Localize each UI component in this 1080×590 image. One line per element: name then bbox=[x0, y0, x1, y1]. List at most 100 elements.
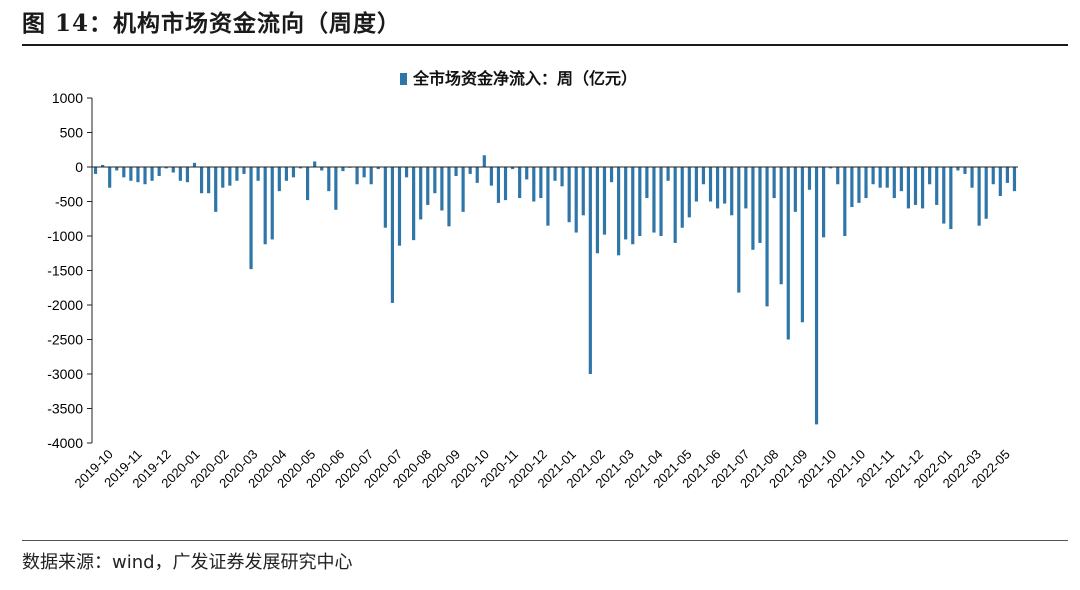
bar bbox=[885, 167, 889, 188]
bar bbox=[871, 167, 875, 185]
y-tick-label: 1000 bbox=[52, 90, 83, 106]
bar bbox=[496, 167, 501, 203]
bar bbox=[503, 167, 508, 201]
bar bbox=[235, 167, 239, 181]
bar bbox=[793, 167, 797, 212]
bar bbox=[539, 167, 543, 199]
bar bbox=[850, 167, 854, 208]
bar bbox=[602, 167, 607, 235]
bar bbox=[609, 167, 614, 183]
bar-chart: 全市场资金净流入：周（亿元） 1000 500 0 -500 -1000 -1500 -200… bbox=[47, 69, 1018, 491]
bar bbox=[1012, 167, 1017, 192]
bar bbox=[284, 167, 288, 181]
bar bbox=[843, 167, 847, 236]
bar bbox=[814, 167, 819, 425]
bar bbox=[694, 167, 698, 202]
bar bbox=[786, 167, 790, 340]
bar bbox=[666, 167, 670, 181]
bar bbox=[920, 167, 925, 209]
bar bbox=[263, 167, 267, 245]
bar bbox=[581, 167, 585, 216]
bar bbox=[376, 167, 380, 170]
bar bbox=[419, 167, 423, 220]
bar bbox=[546, 167, 550, 226]
bar bbox=[228, 167, 232, 186]
bar bbox=[164, 167, 168, 169]
bar bbox=[560, 167, 564, 187]
bar bbox=[744, 167, 748, 209]
bar bbox=[518, 167, 522, 199]
bar bbox=[779, 167, 783, 285]
bar bbox=[963, 167, 967, 174]
bar bbox=[588, 167, 592, 374]
bar bbox=[199, 167, 204, 194]
bar bbox=[461, 167, 465, 212]
bar bbox=[956, 167, 960, 171]
bar bbox=[708, 167, 713, 202]
y-tick-label: -1000 bbox=[47, 228, 83, 244]
bar bbox=[765, 167, 769, 307]
bar bbox=[970, 167, 974, 188]
bar bbox=[341, 167, 345, 172]
bar bbox=[673, 167, 677, 243]
y-tick-label: -2500 bbox=[47, 332, 83, 348]
y-tick-label: 0 bbox=[75, 159, 83, 175]
bar bbox=[171, 167, 175, 173]
bar bbox=[320, 167, 324, 171]
bar bbox=[93, 167, 98, 174]
bar bbox=[115, 167, 119, 171]
bar bbox=[723, 167, 727, 204]
bar bbox=[447, 167, 451, 227]
bar bbox=[567, 167, 571, 223]
bar bbox=[129, 167, 133, 181]
bar bbox=[185, 167, 190, 183]
bar bbox=[899, 167, 903, 192]
bar bbox=[991, 167, 995, 185]
bar bbox=[928, 167, 932, 185]
bar bbox=[277, 167, 281, 192]
bar bbox=[313, 161, 317, 167]
bar bbox=[475, 167, 479, 183]
bar bbox=[906, 167, 911, 209]
bar bbox=[136, 167, 140, 183]
bar bbox=[306, 167, 310, 201]
bar bbox=[256, 167, 260, 181]
bar bbox=[101, 164, 105, 167]
bar bbox=[468, 167, 472, 174]
bar bbox=[242, 167, 246, 174]
bar bbox=[390, 167, 395, 303]
bar bbox=[737, 167, 741, 293]
figure-title: 图 14：机构市场资金流向（周度） bbox=[22, 10, 402, 37]
y-tick-label: -4000 bbox=[47, 435, 83, 451]
y-tick-label: -3500 bbox=[47, 401, 83, 417]
bar bbox=[800, 167, 804, 323]
bar bbox=[822, 167, 826, 238]
bar bbox=[715, 167, 720, 209]
bar bbox=[327, 167, 331, 192]
bar bbox=[270, 167, 274, 240]
bar bbox=[807, 167, 812, 190]
legend-swatch bbox=[400, 73, 407, 85]
bar bbox=[758, 167, 762, 243]
bar bbox=[977, 167, 981, 226]
bar bbox=[631, 167, 635, 245]
bar bbox=[412, 167, 416, 241]
bar bbox=[553, 167, 557, 181]
bar bbox=[454, 167, 458, 176]
bar bbox=[751, 167, 755, 250]
bar bbox=[291, 167, 296, 178]
bar bbox=[383, 167, 387, 228]
source-rule bbox=[22, 540, 1068, 541]
bar bbox=[595, 167, 599, 254]
figure-header: 图 14：机构市场资金流向（周度） bbox=[22, 6, 401, 42]
bar bbox=[143, 167, 147, 185]
bar bbox=[829, 167, 833, 169]
bar bbox=[935, 167, 939, 205]
bar bbox=[617, 167, 621, 256]
bar bbox=[942, 167, 946, 224]
bar bbox=[998, 167, 1002, 196]
bar bbox=[659, 167, 663, 236]
bar bbox=[397, 167, 402, 246]
bar bbox=[864, 167, 868, 199]
bar bbox=[298, 167, 303, 169]
